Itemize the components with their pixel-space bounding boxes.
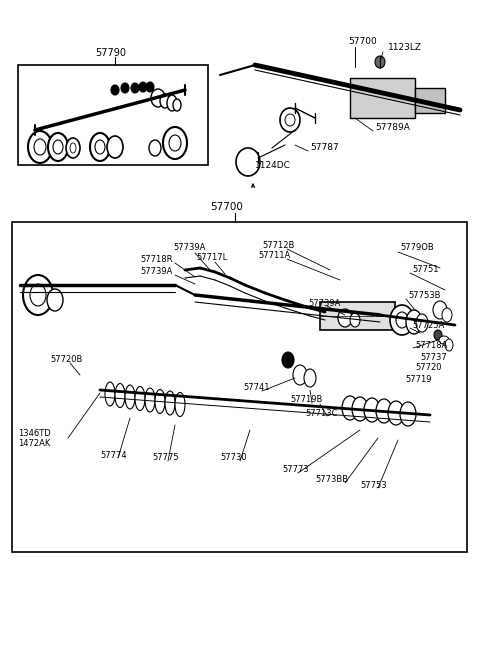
- Ellipse shape: [169, 135, 181, 151]
- Ellipse shape: [167, 95, 177, 111]
- Text: 5779OB: 5779OB: [400, 244, 434, 252]
- Ellipse shape: [338, 309, 352, 327]
- Ellipse shape: [105, 382, 115, 406]
- Ellipse shape: [388, 401, 404, 425]
- Ellipse shape: [376, 399, 392, 423]
- Ellipse shape: [439, 336, 449, 344]
- Ellipse shape: [175, 392, 185, 417]
- Text: 57773: 57773: [282, 466, 309, 474]
- Text: 5773BB: 5773BB: [315, 476, 348, 484]
- Bar: [350, 78, 415, 118]
- Ellipse shape: [352, 397, 368, 421]
- Text: 57737: 57737: [420, 353, 447, 361]
- Ellipse shape: [434, 330, 442, 340]
- Ellipse shape: [390, 305, 414, 335]
- Ellipse shape: [445, 339, 453, 351]
- Ellipse shape: [282, 352, 294, 368]
- Ellipse shape: [34, 139, 46, 155]
- Ellipse shape: [146, 82, 154, 92]
- Ellipse shape: [364, 398, 380, 422]
- Text: 1346TD: 1346TD: [18, 428, 51, 438]
- Text: 57739A: 57739A: [173, 244, 205, 252]
- Ellipse shape: [375, 56, 385, 68]
- Ellipse shape: [111, 85, 119, 95]
- Ellipse shape: [125, 385, 135, 409]
- Text: 57789A: 57789A: [375, 124, 410, 133]
- Bar: [320, 302, 395, 330]
- Text: 57713C: 57713C: [305, 409, 337, 417]
- Ellipse shape: [442, 308, 452, 322]
- Text: 57712B: 57712B: [262, 240, 294, 250]
- Ellipse shape: [280, 108, 300, 132]
- Ellipse shape: [304, 369, 316, 387]
- Ellipse shape: [95, 140, 105, 154]
- Ellipse shape: [155, 390, 165, 413]
- Ellipse shape: [342, 396, 358, 420]
- Ellipse shape: [48, 133, 68, 161]
- Ellipse shape: [285, 114, 295, 126]
- Text: 57739A: 57739A: [140, 267, 172, 277]
- Ellipse shape: [293, 365, 307, 385]
- Text: 57700: 57700: [210, 202, 243, 212]
- Text: 57700: 57700: [348, 37, 377, 47]
- Ellipse shape: [350, 313, 360, 327]
- Ellipse shape: [70, 143, 76, 153]
- Bar: [415, 88, 445, 113]
- Text: 57774: 57774: [100, 451, 127, 459]
- Ellipse shape: [139, 82, 147, 92]
- Ellipse shape: [406, 310, 422, 334]
- Text: 1472AK: 1472AK: [18, 440, 50, 449]
- Ellipse shape: [416, 314, 428, 332]
- Ellipse shape: [90, 133, 110, 161]
- Text: 57753B: 57753B: [408, 292, 441, 300]
- Ellipse shape: [121, 83, 129, 93]
- Ellipse shape: [131, 83, 139, 93]
- Ellipse shape: [396, 312, 408, 328]
- Ellipse shape: [173, 99, 181, 111]
- Ellipse shape: [66, 138, 80, 158]
- Text: 57718A: 57718A: [415, 340, 447, 350]
- Ellipse shape: [149, 140, 161, 156]
- Ellipse shape: [28, 131, 52, 163]
- Text: 57725A: 57725A: [412, 321, 444, 330]
- Text: 57718R: 57718R: [140, 256, 172, 265]
- Text: 57739A: 57739A: [308, 298, 340, 307]
- Ellipse shape: [400, 402, 416, 426]
- Text: 57720B: 57720B: [50, 355, 83, 365]
- Text: 57787: 57787: [310, 143, 339, 152]
- Ellipse shape: [107, 136, 123, 158]
- Ellipse shape: [115, 384, 125, 407]
- Text: 57751: 57751: [412, 265, 439, 275]
- Text: 57730: 57730: [220, 453, 247, 463]
- Text: 1123LZ: 1123LZ: [388, 43, 422, 51]
- Text: 57720: 57720: [415, 363, 442, 373]
- Text: 57717L: 57717L: [196, 254, 227, 263]
- Ellipse shape: [135, 386, 145, 411]
- Bar: [18, 65, 208, 165]
- Ellipse shape: [30, 284, 46, 306]
- Ellipse shape: [165, 391, 175, 415]
- Text: 57719: 57719: [405, 374, 432, 384]
- Ellipse shape: [433, 301, 447, 319]
- Ellipse shape: [145, 388, 155, 412]
- Ellipse shape: [236, 148, 260, 176]
- Ellipse shape: [151, 89, 165, 107]
- Ellipse shape: [47, 289, 63, 311]
- Bar: [12, 222, 467, 552]
- Text: 57741: 57741: [243, 384, 269, 392]
- Text: 57711A: 57711A: [258, 252, 290, 260]
- Ellipse shape: [53, 140, 63, 154]
- Text: 1124DC: 1124DC: [255, 160, 291, 170]
- Text: 57719B: 57719B: [290, 396, 323, 405]
- Text: 57753: 57753: [360, 480, 386, 489]
- Text: 57790: 57790: [95, 48, 126, 58]
- Ellipse shape: [160, 94, 170, 108]
- Ellipse shape: [163, 127, 187, 159]
- Ellipse shape: [23, 275, 53, 315]
- Text: 57775: 57775: [152, 453, 179, 463]
